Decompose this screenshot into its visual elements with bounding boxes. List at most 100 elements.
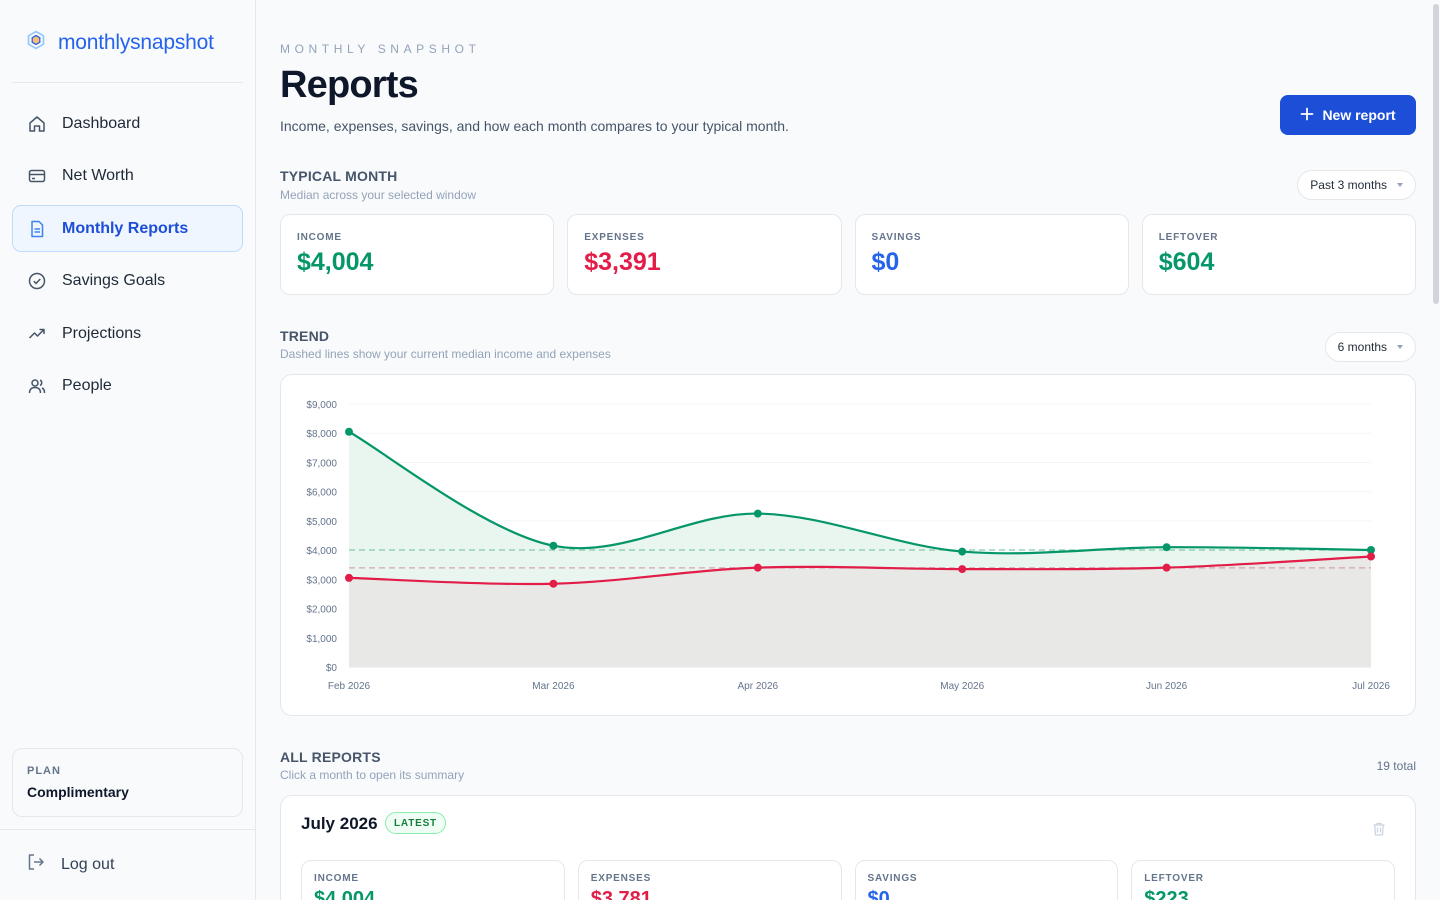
sidebar-item-label: Projections [62, 324, 142, 342]
trending-up-icon [27, 324, 47, 344]
card-value: $223 [1144, 888, 1189, 900]
brand-name: monthlysnapshot [58, 30, 214, 54]
trash-icon[interactable] [1371, 821, 1387, 842]
new-report-label: New report [1322, 107, 1396, 123]
check-circle-icon [27, 271, 47, 291]
trend-chart: $0 $1,000 $2,000 $3,000 $4,000 $5,000 $6,000 $7… [280, 374, 1416, 716]
trend-range-select[interactable]: 6 months [1324, 332, 1416, 362]
card-label: SAVINGS [867, 873, 918, 884]
page-subtitle: Income, expenses, savings, and how each … [280, 118, 789, 134]
reports-total-count: 19 total [1376, 759, 1416, 773]
income-card: INCOME $4,004 [280, 214, 555, 295]
leftover-card: LEFTOVER $604 [1141, 214, 1416, 295]
typical-month-subtitle: Median across your selected window [280, 188, 477, 202]
card-label: LEFTOVER [1158, 232, 1219, 243]
y-tick-label: $4,000 [306, 546, 337, 557]
leftover-card: LEFTOVER $223 [1131, 860, 1395, 900]
new-report-button[interactable]: New report [1280, 95, 1416, 135]
window-select-value: Past 3 months [1310, 178, 1387, 192]
window-select[interactable]: Past 3 months [1297, 170, 1416, 200]
report-summary-cards: INCOME $4,004 EXPENSES $3,781 SAVINGS $0… [301, 860, 1395, 900]
brand[interactable]: monthlysnapshot [26, 30, 214, 55]
sidebar-item-label: People [62, 377, 112, 394]
plus-icon [1300, 107, 1314, 124]
data-point [549, 579, 558, 588]
card-label: INCOME [297, 232, 342, 243]
report-month: July 2026 [301, 814, 378, 833]
x-tick-label: Mar 2026 [532, 681, 575, 692]
divider [0, 829, 255, 830]
data-point [753, 563, 762, 572]
income-card: INCOME $4,004 [301, 860, 565, 900]
y-tick-label: $7,000 [306, 458, 337, 469]
sidebar-item-label: Monthly Reports [62, 219, 189, 237]
expenses-card: EXPENSES $3,391 [567, 214, 842, 295]
y-tick-label: $0 [326, 663, 338, 674]
logout-button[interactable]: Log out [26, 852, 114, 877]
data-point [345, 427, 353, 436]
sidebar-item-projections[interactable]: Projections [12, 310, 243, 357]
sidebar-item-monthly-reports[interactable]: Monthly Reports [12, 205, 243, 252]
chevron-down-icon [1397, 183, 1403, 187]
data-point [958, 565, 967, 574]
document-icon [27, 219, 47, 239]
typical-month-cards: INCOME $4,004 EXPENSES $3,391 SAVINGS $0… [280, 214, 1416, 295]
x-tick-label: Apr 2026 [738, 681, 779, 692]
trend-title: TREND [280, 328, 330, 344]
scrollbar[interactable] [1432, 0, 1440, 900]
logout-icon [26, 852, 46, 877]
data-point [549, 541, 558, 550]
y-tick-label: $8,000 [306, 429, 337, 440]
plan-value: Complimentary [27, 784, 129, 800]
all-reports-subtitle: Click a month to open its summary [280, 768, 465, 782]
logout-label: Log out [61, 855, 115, 873]
trend-chart-svg: $0 $1,000 $2,000 $3,000 $4,000 $5,000 $6,000 $7… [306, 400, 1390, 692]
y-tick-label: $2,000 [306, 605, 337, 616]
sidebar-item-label: Dashboard [62, 114, 141, 132]
x-tick-label: Jun 2026 [1146, 681, 1188, 692]
card-value: $4,004 [314, 888, 376, 900]
trend-subtitle: Dashed lines show your current median in… [280, 347, 611, 361]
logo-hexagon-icon [26, 30, 46, 55]
expenses-card: EXPENSES $3,781 [577, 860, 842, 900]
sidebar-item-people[interactable]: People [12, 363, 243, 410]
wallet-icon [27, 166, 47, 186]
divider [12, 82, 243, 83]
card-value: $0 [867, 888, 890, 900]
report-card-july-2026[interactable]: July 2026 LATEST INCOME $4,004 EXPENSES … [280, 795, 1416, 900]
sidebar-item-label: Net Worth [62, 167, 134, 184]
typical-month-title: TYPICAL MONTH [280, 168, 398, 184]
sidebar-item-net-worth[interactable]: Net Worth [12, 153, 243, 200]
card-label: EXPENSES [584, 232, 645, 243]
latest-badge: LATEST [385, 812, 446, 834]
card-label: LEFTOVER [1144, 873, 1204, 884]
sidebar-item-label: Savings Goals [62, 272, 166, 289]
savings-card: SAVINGS $0 [854, 860, 1119, 900]
data-point [1367, 545, 1375, 554]
y-tick-label: $9,000 [306, 400, 337, 411]
sidebar-item-savings-goals[interactable]: Savings Goals [12, 258, 243, 305]
card-label: SAVINGS [871, 232, 922, 243]
data-point [958, 547, 967, 556]
x-tick-label: Feb 2026 [328, 681, 371, 692]
plan-label: PLAN [27, 765, 61, 777]
chevron-down-icon [1397, 345, 1403, 349]
series-line [348, 555, 1372, 586]
card-value: $604 [1158, 248, 1215, 276]
sidebar-item-dashboard[interactable]: Dashboard [12, 100, 243, 147]
main-content: MONTHLY SNAPSHOT Reports Income, expense… [280, 0, 1416, 900]
savings-card: SAVINGS $0 [854, 214, 1129, 295]
card-value: $0 [871, 248, 900, 276]
scrollbar-thumb[interactable] [1433, 4, 1439, 304]
trend-range-value: 6 months [1337, 340, 1387, 354]
x-tick-label: May 2026 [940, 681, 984, 692]
data-point [345, 573, 353, 582]
page-eyebrow: MONTHLY SNAPSHOT [280, 42, 481, 56]
plan-card: PLAN Complimentary [12, 748, 243, 817]
card-label: INCOME [314, 873, 359, 884]
card-value: $4,004 [297, 248, 374, 276]
x-tick-label: Jul 2026 [1352, 681, 1390, 692]
sidebar-nav: Dashboard Net Worth Monthly Reports Savi… [12, 100, 243, 415]
sidebar: monthlysnapshot Dashboard Net Worth Mont… [0, 0, 256, 900]
data-point [1367, 552, 1375, 561]
